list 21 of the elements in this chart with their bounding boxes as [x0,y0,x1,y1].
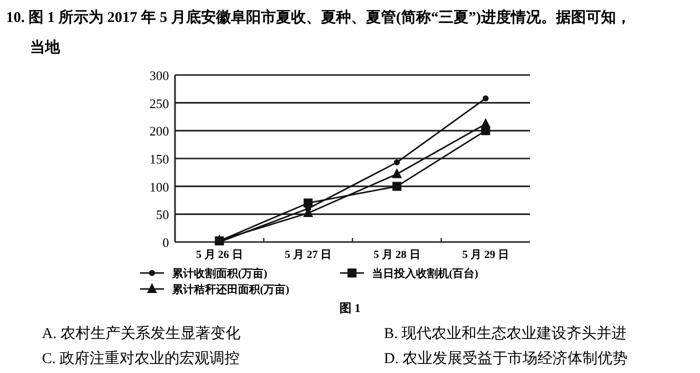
y-tick-label: 250 [150,96,169,111]
y-tick-label: 200 [150,124,169,139]
text: B. 现代农业和生态农业建设齐头并进 [384,325,627,342]
x-tick-label: 5 月 26 日 [196,249,243,261]
text: 当地 [30,39,61,56]
text: A. 农村生产关系发生显著变化 [42,325,240,342]
caption: 图 1 [340,301,360,315]
chart-title: 10. 图 1 所示为 2017 年 5 月底安徽阜阳市夏收、夏种、夏管(简称“三夏”)进度情况。据图可知， [6,8,631,26]
y-tick-label: 300 [150,68,169,83]
x-tick-label: 5 月 29 日 [462,249,509,261]
text: C. 政府注重对农业的宏观调控 [42,350,240,367]
x-tick-label: 5 月 27 日 [284,249,332,261]
legend-label: 累计秸秆还田面积(万亩) [171,283,290,296]
legend-label: 当日投入收割机(百台) [372,267,479,280]
legend-label: 累计收割面积(万亩) [171,267,268,280]
y-tick-label: 0 [162,235,169,250]
text: D. 农业发展受益于市场经济体制优势 [384,350,628,367]
y-tick-label: 50 [156,207,169,222]
y-tick-label: 150 [150,152,169,166]
x-tick-label: 5 月 28 日 [374,249,420,261]
y-tick-label: 100 [150,179,169,194]
